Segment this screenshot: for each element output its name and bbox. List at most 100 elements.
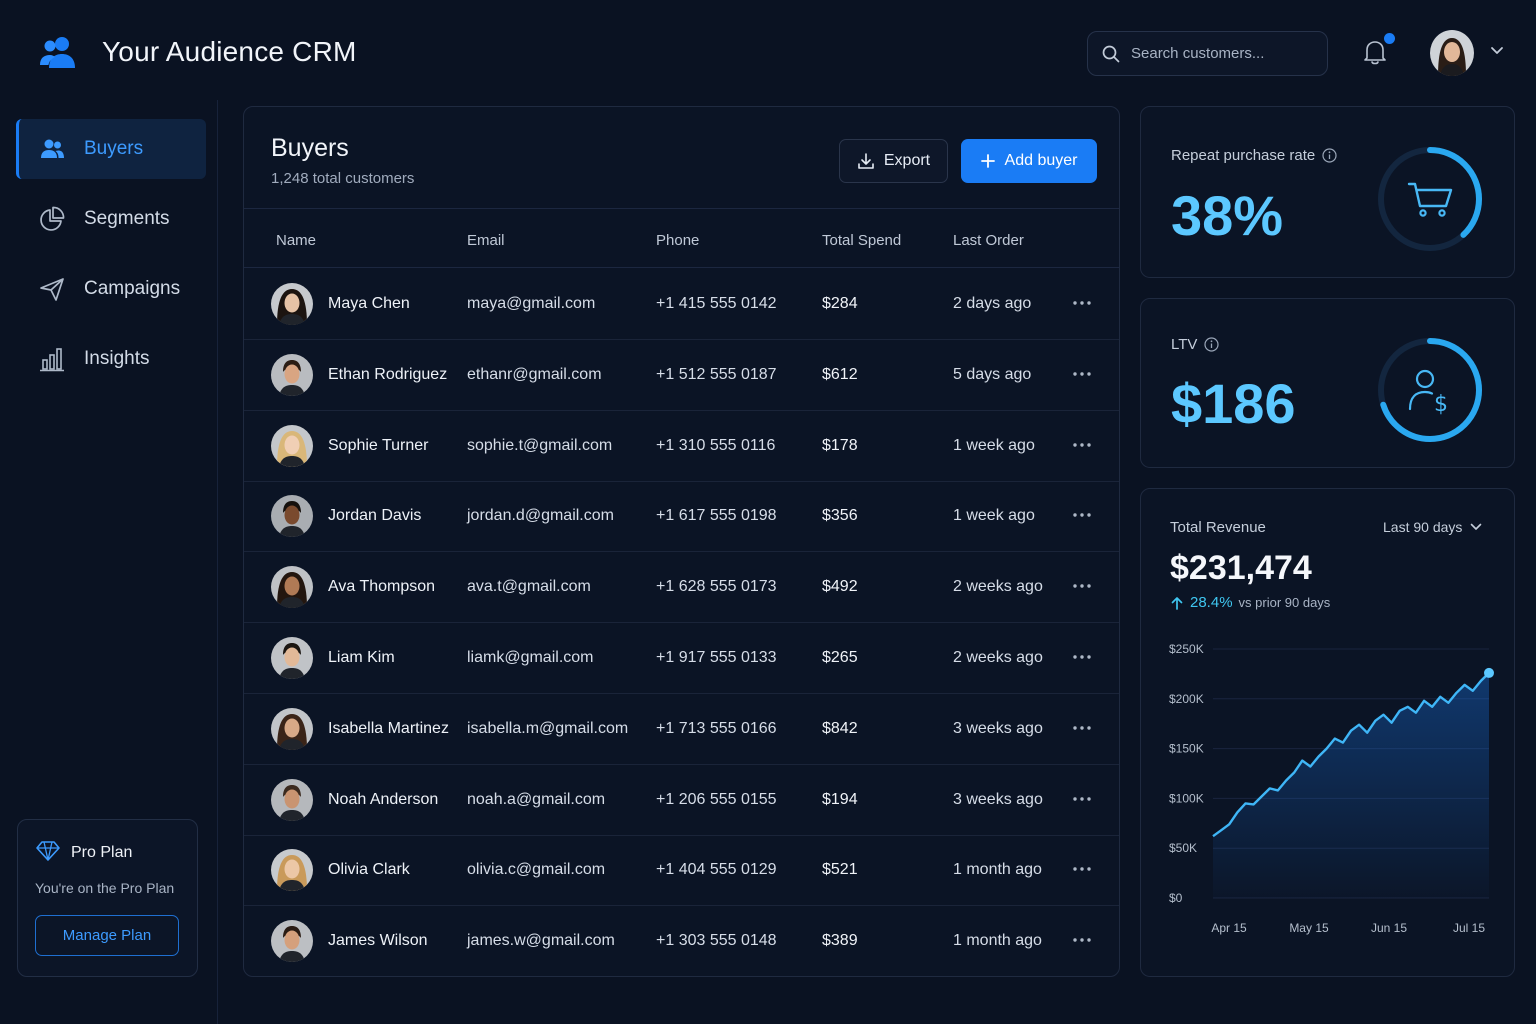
manage-plan-button[interactable]: Manage Plan (35, 915, 179, 956)
add-buyer-label: Add buyer (1004, 152, 1078, 169)
more-options-icon[interactable] (1070, 505, 1094, 525)
x-tick-label: May 15 (1289, 921, 1329, 935)
column-header-name[interactable]: Name (276, 232, 317, 249)
repeat-rate-ring (1378, 147, 1482, 251)
revenue-change-percent: 28.4% (1190, 594, 1233, 611)
buyer-total-spend: $178 (822, 436, 858, 454)
buyer-phone: +1 404 555 0129 (656, 861, 777, 879)
table-row[interactable]: Isabella Martinez isabella.m@gmail.com +1 … (244, 694, 1119, 765)
sidebar-item-label: Campaigns (84, 278, 181, 299)
buyer-total-spend: $284 (822, 295, 858, 312)
buyer-last-order: 3 weeks ago (953, 719, 1043, 737)
user-avatar[interactable] (1430, 30, 1474, 76)
x-tick-label: Apr 15 (1211, 921, 1247, 935)
export-label: Export (883, 152, 931, 169)
range-dropdown[interactable]: Last 90 days (1383, 519, 1482, 535)
buyer-name[interactable]: Isabella Martinez (328, 719, 449, 737)
y-tick-label: $0 (1169, 891, 1183, 905)
bell-icon[interactable] (1362, 38, 1388, 66)
avatar (271, 637, 313, 679)
avatar (271, 849, 313, 892)
ltv-value: $186 (1171, 372, 1296, 435)
y-tick-label: $100K (1169, 791, 1204, 805)
export-button[interactable]: Export (839, 139, 948, 183)
table-row[interactable]: Liam Kim liamk@gmail.com +1 917 555 0133 $2… (244, 623, 1119, 694)
buyer-name[interactable]: Liam Kim (328, 649, 395, 666)
sidebar-item-buyers[interactable]: Buyers (16, 119, 206, 179)
revenue-chart: $0 $50K $100K $150K $200K $250K Apr 15 May 15 Ju… (1169, 642, 1494, 935)
more-options-icon[interactable] (1070, 364, 1094, 384)
x-tick-label: Jul 15 (1453, 921, 1485, 935)
sidebar-item-segments[interactable]: Segments (16, 189, 206, 249)
diamond-icon (36, 841, 60, 861)
last-data-point[interactable] (1484, 667, 1494, 678)
buyer-name[interactable]: Maya Chen (328, 295, 410, 312)
table-row[interactable]: Ava Thompson ava.t@gmail.com +1 628 555 01… (244, 552, 1119, 624)
buyer-name[interactable]: Noah Anderson (328, 790, 439, 808)
plus-icon (980, 154, 995, 168)
column-header-phone[interactable]: Phone (656, 232, 700, 249)
more-options-icon[interactable] (1070, 930, 1094, 950)
revenue-card: Total Revenue Last 90 days $231,474 28.4… (1140, 488, 1515, 977)
buyer-last-order: 1 month ago (953, 932, 1042, 950)
arrow-up-icon (1171, 596, 1183, 610)
table-row[interactable]: Noah Anderson noah.a@gmail.com +1 206 555 … (244, 765, 1119, 836)
sidebar-item-campaigns[interactable]: Campaigns (16, 259, 206, 319)
plan-description: You're on the Pro Plan (35, 880, 175, 896)
more-options-icon[interactable] (1070, 789, 1094, 809)
buyer-name[interactable]: Olivia Clark (328, 861, 410, 879)
sidebar: Buyers Segments Campaigns Insights Pro P… (0, 100, 218, 1024)
revenue-value: $231,474 (1170, 549, 1312, 587)
buyer-phone: +1 713 555 0166 (656, 719, 777, 737)
revenue-change: 28.4% vs prior 90 days (1170, 594, 1330, 611)
revenue-title: Total Revenue (1170, 519, 1266, 536)
bar-chart-icon (40, 348, 64, 372)
avatar (271, 424, 313, 467)
more-options-icon[interactable] (1070, 576, 1094, 596)
ltv-ring: $ (1378, 338, 1482, 442)
chevron-down-icon (1471, 523, 1482, 530)
avatar (271, 353, 313, 396)
buyer-last-order: 2 weeks ago (953, 649, 1043, 666)
column-header-last-order[interactable]: Last Order (953, 232, 1024, 249)
search-box[interactable] (1087, 31, 1328, 76)
more-options-icon[interactable] (1070, 435, 1094, 455)
table-row[interactable]: James Wilson james.w@gmail.com +1 303 555 … (244, 906, 1119, 977)
table-row[interactable]: Jordan Davis jordan.d@gmail.com +1 617 555… (244, 481, 1119, 553)
avatar (271, 707, 313, 750)
pie-chart-icon (40, 206, 65, 231)
buyer-email: jordan.d@gmail.com (467, 507, 614, 525)
buyer-name[interactable]: Ethan Rodriguez (328, 365, 448, 383)
buyer-phone: +1 415 555 0142 (656, 295, 777, 312)
column-header-total-spend[interactable]: Total Spend (822, 232, 902, 249)
buyer-name[interactable]: Ava Thompson (328, 578, 436, 596)
search-input[interactable] (1131, 32, 1321, 75)
buyer-last-order: 3 weeks ago (953, 790, 1043, 808)
info-icon[interactable] (1204, 337, 1220, 352)
buyer-name[interactable]: Sophie Turner (328, 436, 429, 454)
chevron-down-icon[interactable] (1490, 46, 1504, 56)
avatar (271, 920, 313, 963)
more-options-icon[interactable] (1070, 859, 1094, 879)
buyer-email: ava.t@gmail.com (467, 578, 591, 596)
table-row[interactable]: Ethan Rodriguez ethanr@gmail.com +1 512 55… (244, 340, 1119, 411)
y-tick-label: $250K (1169, 642, 1204, 656)
more-options-icon[interactable] (1070, 718, 1094, 738)
buyer-name[interactable]: Jordan Davis (328, 507, 422, 525)
table-row[interactable]: Sophie Turner sophie.t@gmail.com +1 310 55… (244, 411, 1119, 482)
more-options-icon[interactable] (1070, 647, 1094, 667)
buyer-total-spend: $265 (822, 649, 858, 666)
more-options-icon[interactable] (1070, 293, 1094, 313)
buyer-last-order: 2 weeks ago (953, 578, 1043, 596)
buyer-total-spend: $356 (822, 507, 858, 525)
ltv-label: LTV (1171, 336, 1198, 353)
sidebar-item-label: Segments (84, 208, 170, 229)
notification-dot (1384, 33, 1395, 44)
column-header-email[interactable]: Email (467, 232, 505, 249)
table-row[interactable]: Maya Chen maya@gmail.com +1 415 555 0142 $2… (244, 269, 1119, 340)
table-row[interactable]: Olivia Clark olivia.c@gmail.com +1 404 555… (244, 835, 1119, 907)
info-icon[interactable] (1322, 148, 1337, 163)
sidebar-item-insights[interactable]: Insights (16, 329, 206, 389)
add-buyer-button[interactable]: Add buyer (961, 139, 1097, 183)
buyer-name[interactable]: James Wilson (328, 932, 428, 950)
